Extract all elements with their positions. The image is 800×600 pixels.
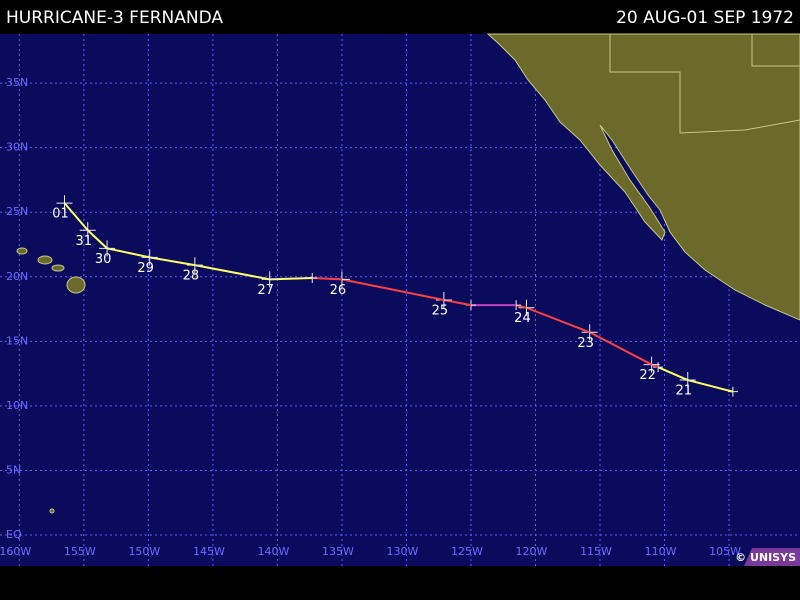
track-segment xyxy=(443,299,472,307)
credit: © UNISYS xyxy=(735,551,796,564)
track-segment xyxy=(106,247,150,259)
lat-label: 15N xyxy=(6,334,28,347)
lon-label: 110W xyxy=(645,545,677,558)
lon-label: 120W xyxy=(516,545,548,558)
island xyxy=(66,276,86,294)
day-label: 22 xyxy=(639,368,656,383)
lat-label: 10N xyxy=(6,399,28,412)
track-segment xyxy=(194,264,270,281)
track-segment xyxy=(589,331,653,366)
day-label: 24 xyxy=(514,311,531,326)
lon-label: 105W xyxy=(709,545,741,558)
track-point xyxy=(435,292,452,308)
lon-label: 140W xyxy=(257,545,289,558)
track-segment xyxy=(87,229,108,250)
credit-badge xyxy=(744,548,800,566)
day-label: 29 xyxy=(137,261,154,276)
lat-label: 35N xyxy=(6,76,28,89)
lon-label: 130W xyxy=(387,545,419,558)
track-segment xyxy=(149,256,196,267)
track-point xyxy=(99,240,116,257)
day-label: 27 xyxy=(257,283,274,298)
track-point xyxy=(653,362,664,373)
lon-label: 135W xyxy=(322,545,354,558)
island xyxy=(16,247,28,255)
day-label: 25 xyxy=(432,304,449,319)
day-label: 26 xyxy=(330,283,347,298)
track-segment xyxy=(687,379,734,393)
lat-label: 30N xyxy=(6,141,28,154)
border xyxy=(609,34,800,134)
lon-label: 125W xyxy=(451,545,483,558)
island xyxy=(37,255,53,265)
track-segment xyxy=(526,306,591,334)
border xyxy=(751,34,800,67)
island xyxy=(49,508,55,514)
day-label: 30 xyxy=(95,252,112,267)
lat-label: 25N xyxy=(6,205,28,218)
lon-label: 160W xyxy=(0,545,31,558)
day-label: 01 xyxy=(52,207,69,222)
day-label: 28 xyxy=(183,269,200,284)
track-segment xyxy=(341,278,445,301)
lat-label: 5N xyxy=(6,463,21,476)
lon-label: 145W xyxy=(193,545,225,558)
land xyxy=(16,33,800,514)
island xyxy=(51,264,65,272)
day-label: 23 xyxy=(577,336,594,351)
track-point xyxy=(518,299,535,316)
lon-label: 150W xyxy=(128,545,160,558)
lon-label: 115W xyxy=(580,545,612,558)
lat-label: EQ xyxy=(6,528,22,541)
track-segment xyxy=(657,366,689,381)
lat-label: 20N xyxy=(6,270,28,283)
track-point xyxy=(79,222,96,239)
track-segment xyxy=(63,202,89,231)
dates: 20 AUG-01 SEP 1972 xyxy=(616,8,794,28)
track-point xyxy=(56,195,73,212)
mexico-usa xyxy=(486,33,800,321)
day-label: 21 xyxy=(675,384,692,399)
title: HURRICANE-3 FERNANDA xyxy=(6,8,223,28)
day-label: 31 xyxy=(75,234,92,249)
lon-label: 155W xyxy=(64,545,96,558)
